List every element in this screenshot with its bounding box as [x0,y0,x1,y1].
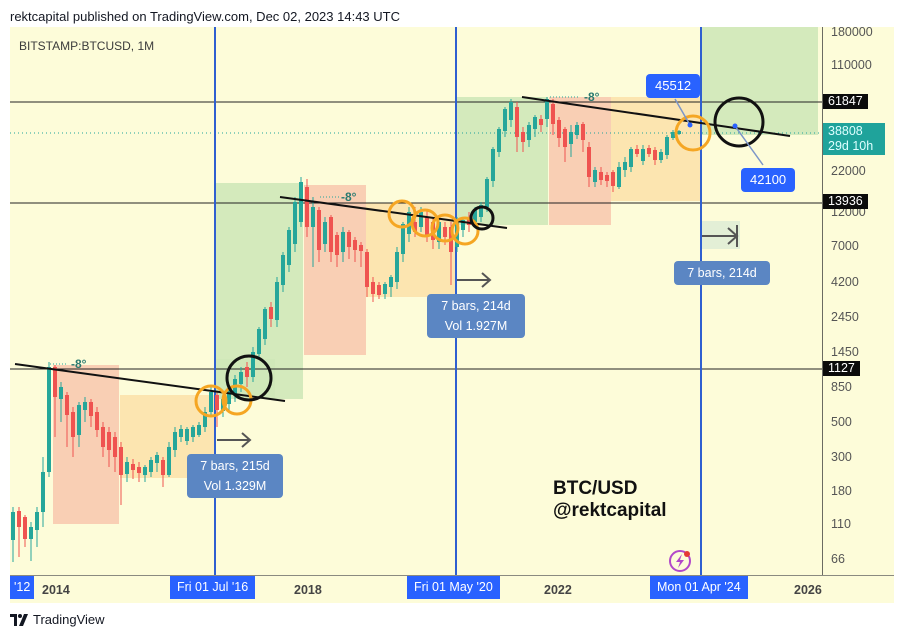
price-tick: 180 [831,484,852,498]
chart-drawing [10,27,822,575]
watermark-pair: BTC/USD [553,478,638,499]
measure-volume: Vol 1.927M [444,319,508,333]
price-tick: 2450 [831,310,859,324]
level-label-61847: 61847 [823,94,868,109]
measure-bars: 7 bars, 215d [200,459,270,473]
level-label-13936: 13936 [823,194,868,209]
measure-bars: 7 bars, 214d [441,299,511,313]
price-tick: 1450 [831,345,859,359]
chart-pane[interactable]: BITSTAMP:BTCUSD, 1M -8° -8° -8° 7 bars, … [10,27,822,575]
level-label-1127: 1127 [823,361,860,376]
price-tick: 180000 [831,25,873,39]
angle-label-2: -8° [341,190,357,204]
measure-bars: 7 bars, 214d [687,266,757,280]
footer-brand[interactable]: TradingView [10,612,105,627]
current-price-label: 38808 29d 10h [823,123,885,155]
price-tick: 300 [831,450,852,464]
price-tick: 22000 [831,164,866,178]
price-tick: 7000 [831,239,859,253]
halving-date-2016: Fri 01 Jul '16 [170,576,256,599]
halving-date-2020: Fri 01 May '20 [407,576,500,599]
halving-date-2024: Mon 01 Apr '24 [650,576,748,599]
time-tick: 2014 [42,583,70,597]
price-tick: 66 [831,552,845,566]
tradingview-logo-icon [10,613,28,626]
time-tick: 2018 [294,583,322,597]
price-tick: 850 [831,380,852,394]
time-tick-start: '12 [10,576,35,599]
current-price: 38808 [828,124,863,138]
price-axis[interactable]: 180000 110000 22000 12000 7000 4200 2450… [822,25,894,575]
price-tick: 4200 [831,275,859,289]
watermark: BTC/USD @rektcapital [553,478,667,522]
footer-brand-label: TradingView [33,612,105,627]
price-marker-42100: 42100 [741,168,796,192]
bar-countdown: 29d 10h [828,139,874,153]
angle-label-3: -8° [584,90,600,104]
measure-box-2024: 7 bars, 214d [674,261,770,285]
watermark-author: @rektcapital [553,500,667,521]
angle-label-1: -8° [71,357,87,371]
publish-header: rektcapital published on TradingView.com… [10,9,400,24]
time-tick: 2022 [544,583,572,597]
price-tick: 110 [831,517,851,531]
price-marker-45512: 45512 [646,74,701,98]
symbol-label: BITSTAMP:BTCUSD, 1M [19,39,155,53]
measure-box-2016: 7 bars, 215d Vol 1.329M [187,454,283,498]
measure-volume: Vol 1.329M [203,479,267,493]
price-tick: 110000 [831,58,872,72]
time-axis[interactable]: '12 2014 Fri 01 Jul '16 2018 Fri 01 May … [10,575,894,603]
measure-box-2020: 7 bars, 214d Vol 1.927M [427,294,525,338]
time-tick: 2026 [794,583,822,597]
price-tick: 500 [831,415,852,429]
